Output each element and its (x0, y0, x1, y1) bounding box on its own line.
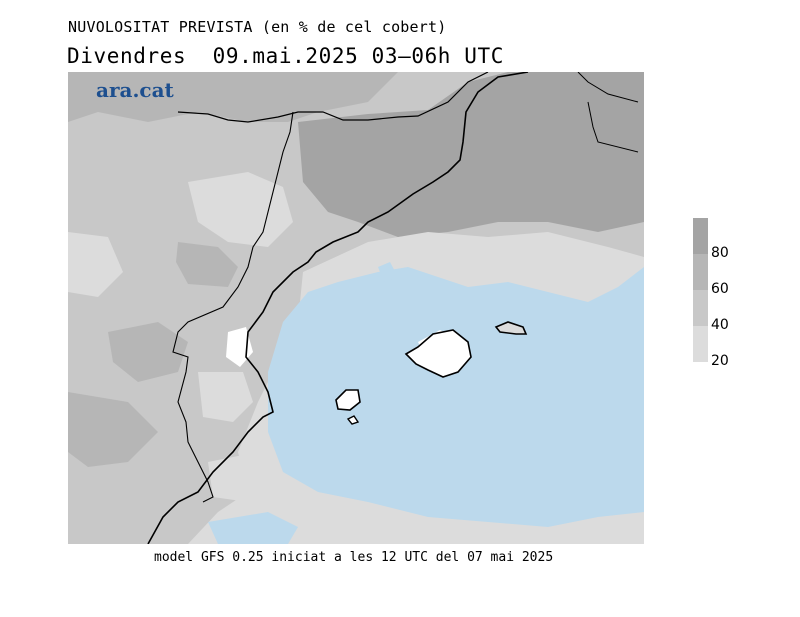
clear-sea (268, 267, 644, 527)
legend-swatch-20 (693, 326, 708, 362)
legend-swatch-60 (693, 254, 708, 290)
ara-cat-logo: ara.cat (96, 78, 174, 102)
map-subtitle: Divendres 09.mai.2025 03—06h UTC (67, 44, 505, 68)
cloud-cover-map (68, 72, 644, 544)
legend-swatch-80 (693, 218, 708, 254)
cloud-band-north-east (298, 72, 644, 237)
legend-tick-20: 20 (711, 353, 729, 369)
legend-tick-40: 40 (711, 317, 729, 333)
island-formentera (346, 415, 360, 425)
island-menorca (494, 321, 528, 335)
legend-tick-60: 60 (711, 281, 729, 297)
legend-tick-80: 80 (711, 245, 729, 261)
region-border (172, 111, 294, 503)
cloud-band-north-west (68, 72, 398, 122)
island-mallorca (404, 329, 472, 378)
coastline (147, 72, 529, 544)
island-ibiza (335, 389, 361, 411)
map-title: NUVOLOSITAT PREVISTA (en % de cel cobert… (68, 18, 447, 36)
model-info: model GFS 0.25 iniciat a les 12 UTC del … (154, 550, 554, 565)
country-border (177, 72, 489, 123)
legend-swatch-40 (693, 290, 708, 326)
cloud-light-patch (188, 172, 293, 247)
